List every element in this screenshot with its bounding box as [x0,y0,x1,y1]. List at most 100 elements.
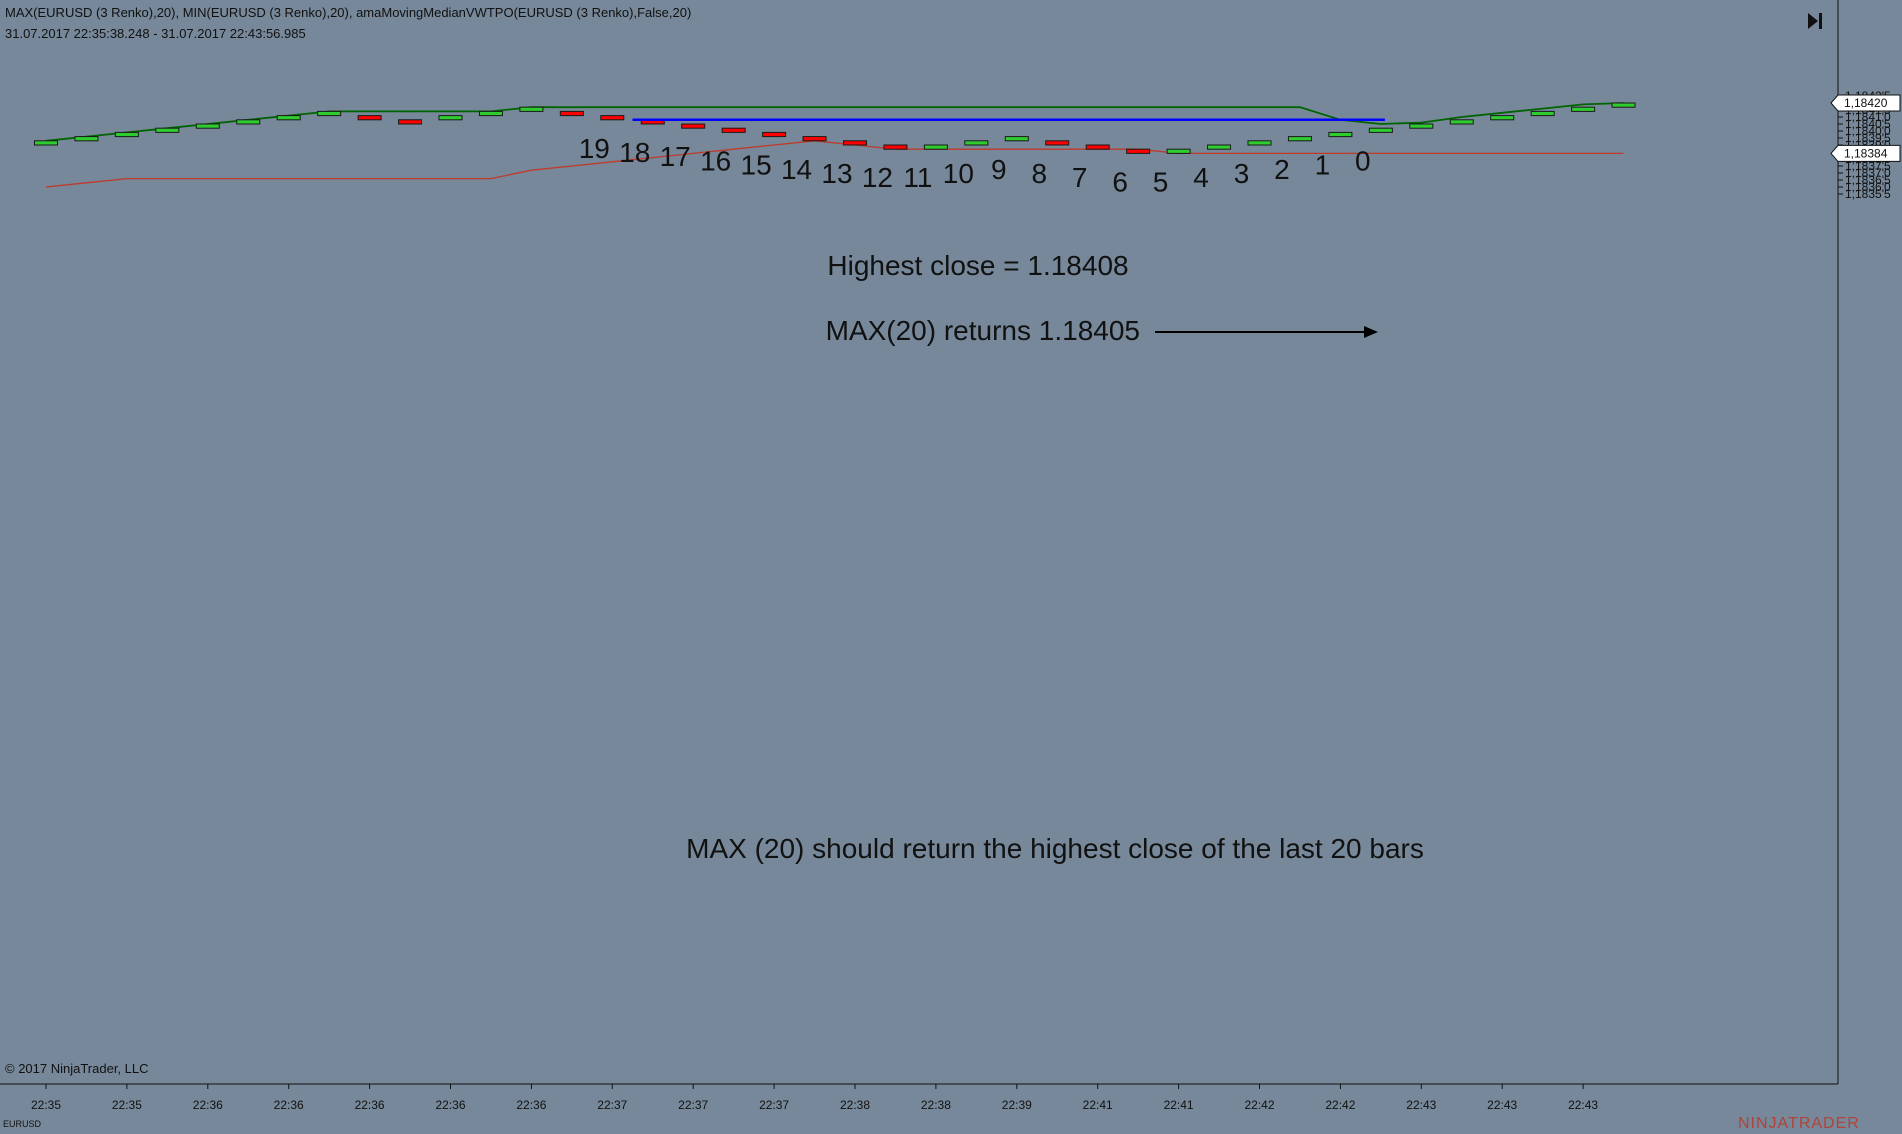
renko-down-bar [1045,140,1070,146]
renko-up-bar [195,123,220,129]
x-tick-label: 22:41 [1164,1098,1194,1112]
bar-count-label: 17 [660,141,691,172]
y-tick-label: 1,1839'5 [1845,131,1891,145]
x-tick-label: 22:36 [274,1098,304,1112]
renko-up-bar [1004,136,1029,142]
bar-count-label: 9 [991,154,1007,185]
brand-logo: NINJATRADER [1738,1115,1860,1132]
annotation-highest-close: Highest close = 1.18408 [827,250,1128,281]
renko-up-bar [1449,119,1474,125]
renko-up-bar [1530,110,1555,117]
bar-count-label: 5 [1153,166,1169,197]
bar-count-label: 4 [1193,162,1209,193]
renko-up-bar [114,131,139,138]
y-tick-label: 1,1835'5 [1845,187,1891,201]
date-range: 31.07.2017 22:35:38.248 - 31.07.2017 22:… [5,26,306,41]
bar-count-label: 0 [1355,145,1371,176]
bar-count-label: 13 [821,158,852,189]
bar-count-label: 8 [1031,158,1047,189]
renko-up-bar [1287,136,1312,142]
renko-down-bar [398,119,423,125]
bar-count-label: 11 [903,162,932,193]
bar-count-label: 15 [741,150,772,181]
y-tick-label: 1,1841'0 [1845,110,1891,124]
bar-count-label: 19 [579,133,610,164]
renko-up-bar [1571,106,1596,112]
bar-count-label: 2 [1274,154,1290,185]
renko-up-bar [1611,102,1636,108]
renko-up-bar [1247,140,1272,146]
x-tick-label: 22:35 [112,1098,142,1112]
x-tick-label: 22:39 [1002,1098,1032,1112]
renko-up-bar [1166,148,1191,154]
min-series-line [45,140,1624,188]
y-tick-label: 1,1836'5 [1845,173,1891,187]
renko-down-bar [883,144,908,150]
renko-up-bar [438,115,463,121]
y-tick-label: 1,1837'0 [1845,166,1891,180]
x-tick-label: 22:38 [921,1098,951,1112]
y-tick-label: 1,1840'5 [1845,117,1891,131]
bar-count-label: 6 [1112,166,1128,197]
bar-count-label: 16 [700,145,731,176]
x-tick-label: 22:36 [355,1098,385,1112]
renko-up-bar [519,106,544,112]
price-marker-label: 1,18384 [1844,146,1888,160]
annotation-arrow-head [1364,326,1378,338]
renko-down-bar [843,140,867,146]
x-tick-label: 22:38 [840,1098,870,1112]
x-tick-label: 22:36 [435,1098,465,1112]
annotation-note: MAX (20) should return the highest close… [686,833,1424,864]
renko-up-bar [964,140,989,146]
renko-up-bar [1328,131,1353,138]
skip-to-end-icon[interactable] [1804,10,1826,32]
bar-count-label: 12 [862,162,893,193]
renko-up-bar [74,136,99,142]
x-tick-label: 22:35 [31,1098,61,1112]
price-marker-box [1830,144,1901,162]
bar-count-label: 3 [1234,158,1250,189]
renko-down-bar [762,131,787,138]
renko-down-bar [1126,148,1151,154]
x-tick-label: 22:43 [1568,1098,1598,1112]
renko-down-bar [357,115,382,121]
bar-count-label: 10 [943,158,974,189]
price-marker-box [1830,94,1901,112]
x-tick-label: 22:42 [1325,1098,1355,1112]
bar-count-label: 18 [619,137,650,168]
x-tick-label: 22:43 [1406,1098,1436,1112]
x-tick-label: 22:43 [1487,1098,1517,1112]
x-tick-label: 22:42 [1244,1098,1274,1112]
renko-up-bar [1207,144,1232,150]
bar-count-label: 14 [781,154,812,185]
x-tick-label: 22:37 [759,1098,789,1112]
renko-up-bar [276,115,301,121]
x-tick-label: 22:41 [1083,1098,1113,1112]
renko-down-bar [802,136,827,142]
renko-up-bar [923,144,948,150]
renko-up-bar [317,110,342,117]
annotation-max-returns: MAX(20) returns 1.18405 [826,315,1140,346]
y-tick-label: 1,1836'0 [1845,180,1891,194]
renko-down-bar [600,115,625,121]
renko-down-bar [721,127,746,133]
renko-up-bar [34,140,58,146]
bar-count-label: 7 [1072,162,1088,193]
instrument-label: EURUSD [3,1119,42,1129]
renko-up-bar [1368,127,1393,133]
renko-down-bar [681,123,706,129]
x-tick-label: 22:37 [678,1098,708,1112]
renko-up-bar [1490,115,1515,121]
renko-down-bar [559,110,584,117]
y-tick-label: 1,1837'5 [1845,159,1891,173]
renko-down-bar [1085,144,1110,150]
renko-up-bar [155,127,180,133]
renko-up-bar [1409,123,1434,129]
indicator-legend: MAX(EURUSD (3 Renko),20), MIN(EURUSD (3 … [5,5,692,20]
renko-up-bar [478,110,503,117]
x-tick-label: 22:36 [193,1098,223,1112]
x-tick-label: 22:36 [516,1098,546,1112]
y-tick-label: 1,1840'0 [1845,124,1891,138]
price-marker-label: 1,18420 [1844,96,1888,110]
